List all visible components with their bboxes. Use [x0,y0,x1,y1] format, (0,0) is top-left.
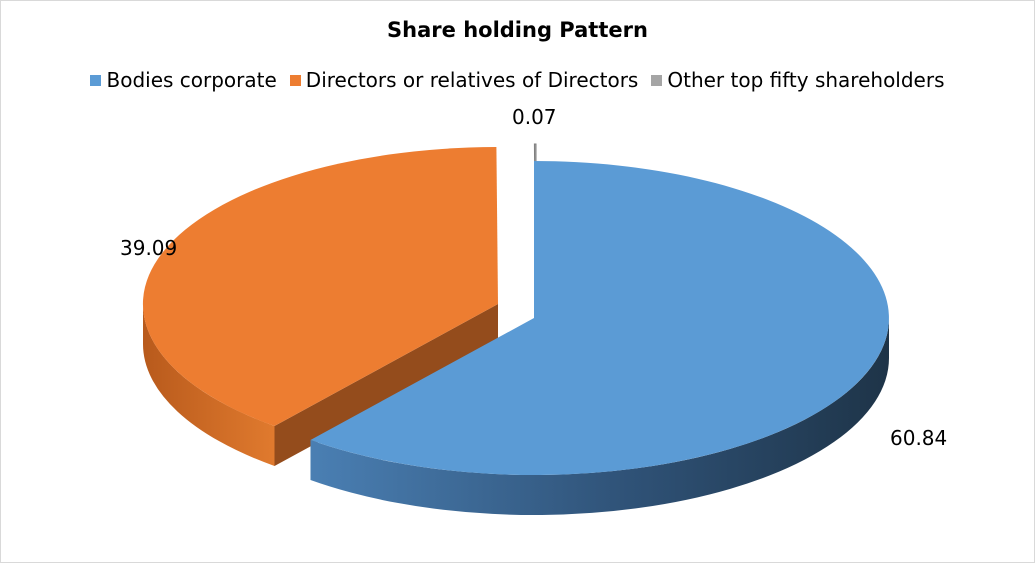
legend-swatch-bodies-corporate [90,74,102,86]
legend-label-directors: Directors or relatives of Directors [305,68,639,92]
legend-swatch-other-shareholders [651,74,663,86]
legend-label-bodies-corporate: Bodies corporate [106,68,277,92]
pie-slice-directors [142,147,499,426]
pie-slices [142,143,889,516]
data-label-other-shareholders: 0.07 [512,105,557,129]
legend-swatch-directors [289,74,301,86]
legend-label-other-shareholders: Other top fifty shareholders [667,68,945,92]
data-label-directors: 39.09 [120,236,177,260]
chart-title: Share holding Pattern [387,18,648,42]
data-label-bodies-corporate: 60.84 [890,426,947,450]
pie-side-directors [143,304,275,466]
legend-item-bodies-corporate: Bodies corporate [90,66,277,94]
pie-cut-face-directors [274,304,498,466]
legend-item-directors: Directors or relatives of Directors [289,66,639,94]
pie-slice-bodies-corporate [310,161,889,476]
pie-side-bodies-corporate [310,318,889,516]
legend: Bodies corporate Directors or relatives … [1,66,1034,94]
legend-item-other-shareholders: Other top fifty shareholders [651,66,945,94]
